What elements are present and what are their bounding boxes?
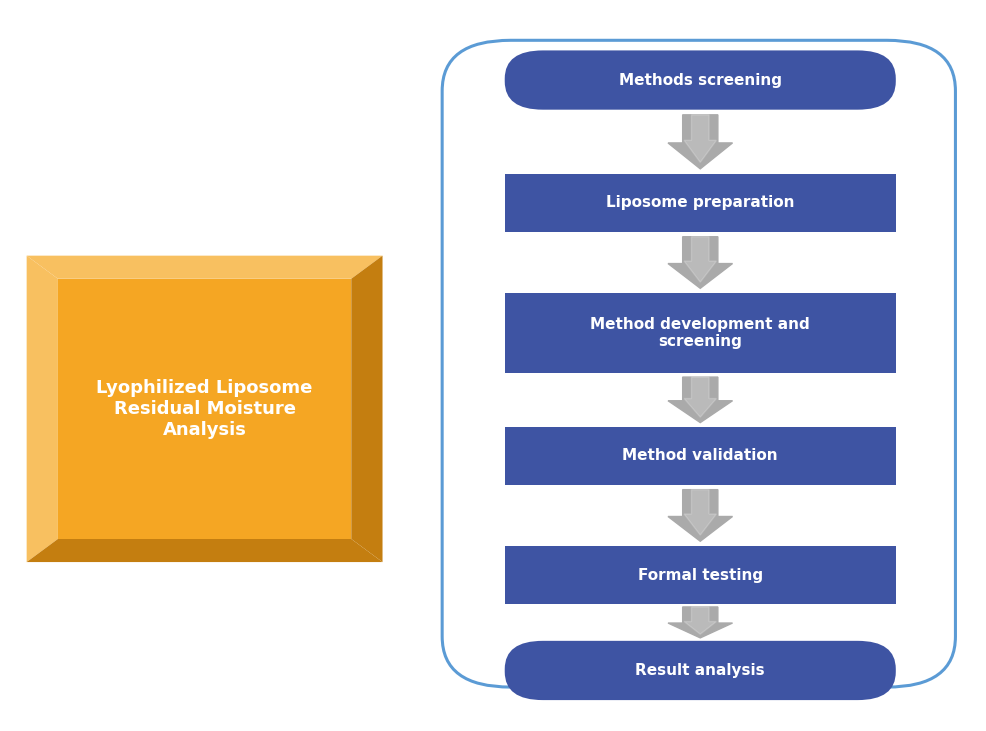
Text: Method development and
screening: Method development and screening	[591, 317, 810, 349]
Polygon shape	[684, 607, 717, 635]
FancyBboxPatch shape	[505, 293, 896, 373]
Polygon shape	[684, 377, 717, 417]
Text: Lyophilized Liposome
Residual Moisture
Analysis: Lyophilized Liposome Residual Moisture A…	[97, 379, 313, 439]
Polygon shape	[684, 490, 717, 535]
Polygon shape	[27, 256, 383, 279]
Text: Liposome preparation: Liposome preparation	[606, 195, 795, 211]
FancyBboxPatch shape	[505, 50, 896, 110]
Polygon shape	[668, 377, 733, 423]
Text: Method validation: Method validation	[622, 448, 778, 463]
Polygon shape	[668, 490, 733, 541]
Polygon shape	[684, 115, 717, 162]
Polygon shape	[668, 115, 733, 169]
Polygon shape	[668, 237, 733, 288]
Polygon shape	[668, 607, 733, 638]
Text: Result analysis: Result analysis	[635, 663, 765, 678]
Polygon shape	[684, 237, 717, 282]
FancyBboxPatch shape	[505, 641, 896, 700]
Polygon shape	[351, 256, 383, 562]
FancyBboxPatch shape	[505, 427, 896, 485]
FancyBboxPatch shape	[505, 174, 896, 232]
Text: Formal testing: Formal testing	[638, 567, 763, 583]
Text: Methods screening: Methods screening	[619, 72, 782, 88]
FancyBboxPatch shape	[505, 546, 896, 604]
Polygon shape	[58, 279, 351, 539]
Polygon shape	[27, 256, 58, 562]
Polygon shape	[27, 539, 383, 562]
